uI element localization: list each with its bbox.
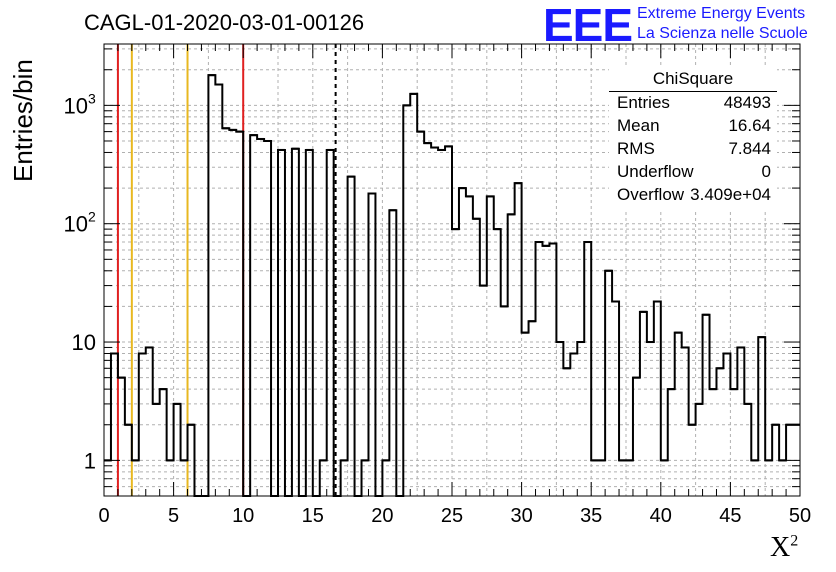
stats-value: 16.64 [728,116,771,135]
x-axis-label-superscript: 2 [790,532,799,550]
x-tick-label: 0 [98,505,109,527]
stats-row-entries: Entries 48493 [617,93,771,115]
stats-row-mean: Mean 16.64 [617,116,771,138]
histogram-series [104,74,800,497]
x-tick-label: 25 [441,505,463,527]
x-tick-label: 50 [789,505,811,527]
stats-row-overflow: Overflow 3.409e+04 [617,185,771,207]
eee-logo: EEE Extreme Energy Events La Scienza nel… [543,0,833,51]
logo-line-1: Extreme Energy Events [637,5,806,22]
stats-value: 7.844 [728,139,771,158]
x-tick-label: 20 [371,505,393,527]
x-axis-label: X2 [770,532,798,564]
stats-key: RMS [617,139,655,158]
x-tick-label: 10 [232,505,254,527]
stats-value: 3.409e+04 [690,185,771,204]
stats-box: ChiSquare Entries 48493 Mean 16.64 RMS 7… [609,66,777,212]
y-tick-label: 10 [64,93,88,118]
y-tick-label-exponent: 2 [88,209,96,225]
x-tick-label: 40 [650,505,672,527]
stats-value: 48493 [723,93,771,112]
stats-row-underflow: Underflow 0 [617,162,771,184]
x-tick-label: 15 [302,505,324,527]
x-tick-label: 45 [719,505,741,527]
stats-title: ChiSquare [609,69,777,92]
stats-value: 0 [761,162,771,181]
x-axis-label-base: X [770,532,791,563]
stats-key: Entries [617,93,670,112]
logo-line-2: La Scienza nelle Scuole [637,25,808,42]
eee-logo-mark: EEE [543,0,633,51]
chart-title: CAGL-01-2020-03-01-00126 [84,10,365,35]
stats-key: Mean [617,116,660,135]
x-tick-label: 30 [510,505,532,527]
x-tick-label: 5 [168,505,179,527]
stats-key: Underflow [617,162,694,181]
y-tick-label: 1 [84,448,96,473]
y-tick-label: 10 [72,330,96,355]
y-tick-label: 10 [64,212,88,237]
marker-lines [116,44,337,496]
y-tick-label-exponent: 3 [88,90,96,106]
axis-ticks [103,44,801,497]
stats-key: Overflow [617,185,685,204]
x-tick-label: 35 [580,505,602,527]
stats-row-rms: RMS 7.844 [617,139,771,161]
